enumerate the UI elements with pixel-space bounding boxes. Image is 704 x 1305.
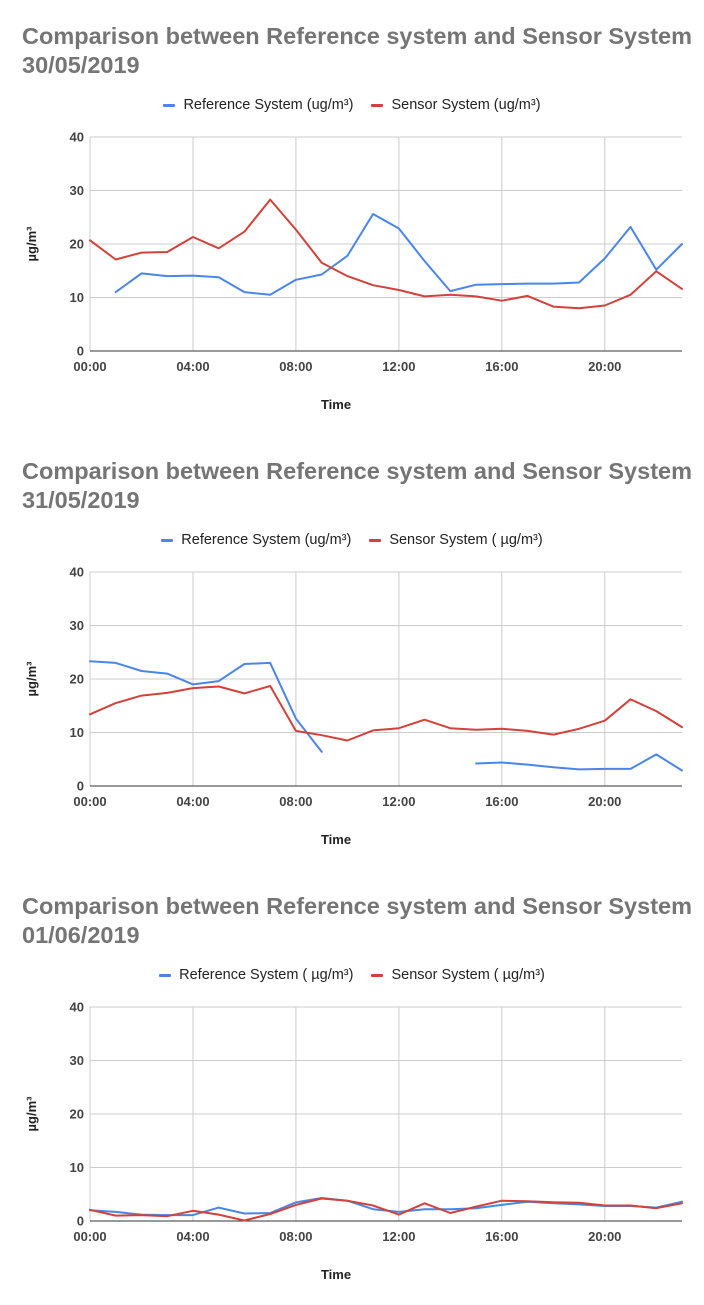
series-reference xyxy=(114,213,683,296)
series-sensor xyxy=(89,685,683,742)
y-tick-label: 10 xyxy=(70,725,84,740)
legend-item-sensor[interactable]: Sensor System (ug/m³) xyxy=(371,97,541,113)
legend-item-reference[interactable]: Reference System ( µg/m³) xyxy=(159,967,353,983)
series-line xyxy=(89,685,683,742)
legend-label-sensor: Sensor System (ug/m³) xyxy=(391,97,541,113)
x-tick-label: 00:00 xyxy=(73,794,106,809)
chart-panel-0: Comparison between Reference system and … xyxy=(0,0,704,435)
x-tick-label: 16:00 xyxy=(485,359,518,374)
x-tick-label: 04:00 xyxy=(176,359,209,374)
series-line xyxy=(89,198,683,310)
series-line xyxy=(114,213,683,296)
x-tick-label: 04:00 xyxy=(176,794,209,809)
legend-swatch-reference xyxy=(159,973,172,977)
series-reference xyxy=(89,660,683,772)
chart-plot: 0 10 20 30 40 00:00 04:00 08:00 12:00 16:00 20:00 T… xyxy=(24,130,683,412)
x-tick-label: 08:00 xyxy=(279,794,312,809)
y-tick-label: 0 xyxy=(77,779,84,794)
x-tick-label: 00:00 xyxy=(73,1229,106,1244)
legend-label-sensor: Sensor System ( µg/m³) xyxy=(391,967,545,983)
series-line xyxy=(89,660,323,753)
legend-label-reference: Reference System ( µg/m³) xyxy=(179,967,354,983)
x-tick-label: 12:00 xyxy=(382,1229,415,1244)
y-tick-label: 0 xyxy=(77,1214,84,1229)
legend-item-reference[interactable]: Reference System (ug/m³) xyxy=(161,532,351,548)
legend-label-reference: Reference System (ug/m³) xyxy=(181,532,352,548)
y-tick-label: 40 xyxy=(70,565,84,580)
y-tick-label: 0 xyxy=(77,344,84,359)
legend-swatch-sensor xyxy=(369,538,382,542)
x-tick-label: 20:00 xyxy=(588,359,621,374)
legend-swatch-sensor xyxy=(371,103,384,107)
legend-label-reference: Reference System (ug/m³) xyxy=(183,97,354,113)
series-sensor xyxy=(89,198,683,310)
x-tick-label: 08:00 xyxy=(279,1229,312,1244)
y-tick-label: 20 xyxy=(70,672,84,687)
legend-swatch-sensor xyxy=(371,973,384,977)
y-axis-title: µg/m³ xyxy=(24,1096,39,1132)
chart-title: Comparison between Reference system and … xyxy=(22,458,692,513)
chart-plot: 0 10 20 30 40 00:00 04:00 08:00 12:00 16:00 20:00 T… xyxy=(24,1000,683,1282)
series-line xyxy=(475,753,683,772)
y-tick-label: 40 xyxy=(70,130,84,145)
x-tick-label: 20:00 xyxy=(588,794,621,809)
legend-swatch-reference xyxy=(163,103,176,107)
legend-swatch-reference xyxy=(161,538,174,542)
x-tick-label: 16:00 xyxy=(485,794,518,809)
legend-item-sensor[interactable]: Sensor System ( µg/m³) xyxy=(371,967,545,983)
x-tick-label: 04:00 xyxy=(176,1229,209,1244)
legend-item-reference[interactable]: Reference System (ug/m³) xyxy=(163,97,353,113)
x-tick-label: 12:00 xyxy=(382,794,415,809)
chart-panel-1: Comparison between Reference system and … xyxy=(0,435,704,870)
chart-legend: Reference System (ug/m³) Sensor System (… xyxy=(0,94,704,116)
series-sensor xyxy=(89,1197,683,1222)
y-tick-label: 40 xyxy=(70,1000,84,1015)
x-tick-label: 20:00 xyxy=(588,1229,621,1244)
chart-legend: Reference System (ug/m³) Sensor System (… xyxy=(0,529,704,551)
x-tick-label: 08:00 xyxy=(279,359,312,374)
chart-panel-2: Comparison between Reference system and … xyxy=(0,870,704,1305)
series-line xyxy=(89,1197,683,1217)
y-tick-label: 30 xyxy=(70,183,84,198)
y-tick-label: 20 xyxy=(70,1107,84,1122)
y-axis-title: µg/m³ xyxy=(24,226,39,262)
y-tick-label: 30 xyxy=(70,618,84,633)
y-tick-label: 10 xyxy=(70,1160,84,1175)
x-tick-label: 00:00 xyxy=(73,359,106,374)
y-tick-label: 10 xyxy=(70,290,84,305)
chart-legend: Reference System ( µg/m³) Sensor System … xyxy=(0,964,704,986)
x-tick-label: 12:00 xyxy=(382,359,415,374)
chart-plot: 0 10 20 30 40 00:00 04:00 08:00 12:00 16:00 20:00 T… xyxy=(24,565,683,847)
x-tick-label: 16:00 xyxy=(485,1229,518,1244)
x-axis-title: Time xyxy=(321,832,351,847)
x-axis-title: Time xyxy=(321,397,351,412)
series-line xyxy=(89,1197,683,1222)
y-tick-label: 20 xyxy=(70,237,84,252)
legend-label-sensor: Sensor System ( µg/m³) xyxy=(389,532,543,548)
chart-title: Comparison between Reference system and … xyxy=(22,23,692,78)
legend-item-sensor[interactable]: Sensor System ( µg/m³) xyxy=(369,532,543,548)
y-tick-label: 30 xyxy=(70,1053,84,1068)
chart-title: Comparison between Reference system and … xyxy=(22,893,692,948)
x-axis-title: Time xyxy=(321,1267,351,1282)
y-axis-title: µg/m³ xyxy=(24,661,39,697)
